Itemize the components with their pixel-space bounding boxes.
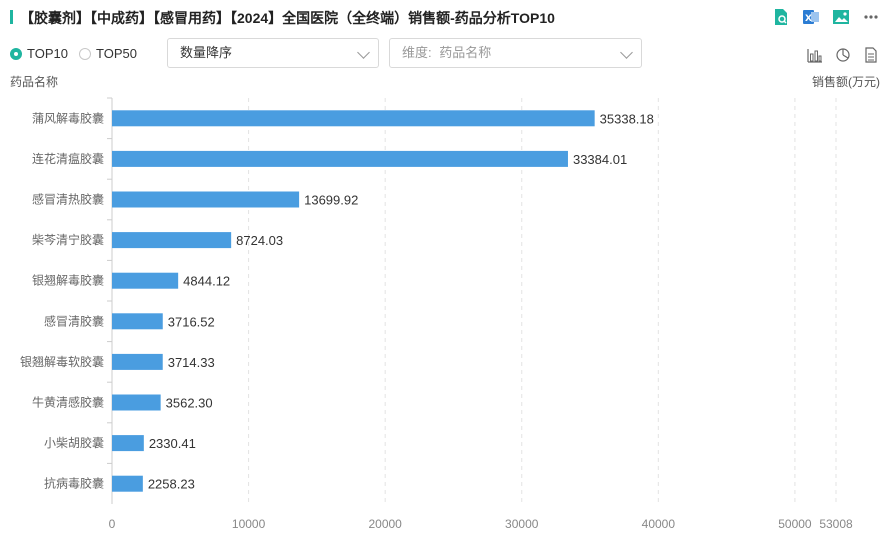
radio-top10[interactable]: TOP10 xyxy=(10,46,68,61)
bar xyxy=(112,150,568,167)
radio-dot-icon xyxy=(10,47,22,60)
sort-select[interactable]: 数量降序 xyxy=(167,38,379,68)
dimension-select[interactable]: 维度: 药品名称 xyxy=(389,38,642,68)
bar xyxy=(112,191,300,208)
bar-chart: 蒲风解毒胶囊 35338.18 连花清瘟胶囊 33384.01 感冒清热胶囊 13699.… xyxy=(20,97,853,531)
y-tick-label: 蒲风解毒胶囊 xyxy=(32,110,104,125)
chevron-down-icon xyxy=(620,46,633,59)
data-label: 2258.23 xyxy=(148,477,195,492)
controls-bar: TOP10 TOP50 数量降序 维度: 药品名称 xyxy=(0,38,890,70)
top-toolbar: X xyxy=(772,8,880,26)
y-tick-label: 银翘解毒软胶囊 xyxy=(20,354,104,369)
data-label: 13699.92 xyxy=(304,193,358,208)
chart-type-toolbar xyxy=(806,46,880,64)
radio-top10-label: TOP10 xyxy=(27,46,68,61)
radio-top50[interactable]: TOP50 xyxy=(79,46,137,61)
bar xyxy=(112,353,163,370)
bar xyxy=(112,475,143,492)
y-tick-label: 牛黄清感胶囊 xyxy=(32,395,104,410)
bar xyxy=(112,272,179,289)
data-label: 2330.41 xyxy=(149,436,196,451)
data-label: 3716.52 xyxy=(168,314,215,329)
bar xyxy=(112,435,144,452)
y-tick-label: 抗病毒胶囊 xyxy=(44,476,104,491)
bar xyxy=(112,232,232,249)
image-export-icon[interactable] xyxy=(832,8,850,26)
table-icon[interactable] xyxy=(862,46,880,64)
x-tick-label: 50000 xyxy=(778,517,812,531)
x-tick-label: 30000 xyxy=(505,517,539,531)
x-tick-label: 53008 xyxy=(819,517,853,531)
y-tick-label: 连花清瘟胶囊 xyxy=(32,151,104,166)
dimension-select-value: 药品名称 xyxy=(439,45,492,60)
bar xyxy=(112,313,163,330)
data-label: 4844.12 xyxy=(183,274,230,289)
x-tick-label: 40000 xyxy=(642,517,676,531)
data-label: 35338.18 xyxy=(600,111,654,126)
title-bar: 【胶囊剂】【中成药】【感冒用药】【2024】全国医院（全终端）销售额-药品分析T… xyxy=(0,0,890,34)
y-tick-label: 柴芩清宁胶囊 xyxy=(32,232,104,247)
excel-export-icon[interactable]: X xyxy=(802,8,820,26)
data-label: 8724.03 xyxy=(236,233,283,248)
data-label: 3562.30 xyxy=(166,396,213,411)
svg-text:X: X xyxy=(805,14,812,24)
data-label: 3714.33 xyxy=(168,355,215,370)
chevron-down-icon xyxy=(357,46,370,59)
x-tick-label: 0 xyxy=(109,517,116,531)
x-tick-label: 20000 xyxy=(368,517,402,531)
radio-top50-label: TOP50 xyxy=(96,46,137,61)
title-accent-bar xyxy=(10,10,13,24)
page-title: 【胶囊剂】【中成药】【感冒用药】【2024】全国医院（全终端）销售额-药品分析T… xyxy=(20,10,555,26)
bar-chart-icon[interactable] xyxy=(806,46,824,64)
y-axis-title: 药品名称 xyxy=(10,75,59,89)
x-axis-title: 销售额(万元) xyxy=(812,75,880,89)
radio-dot-icon xyxy=(79,47,91,60)
x-tick-label: 10000 xyxy=(232,517,266,531)
more-icon[interactable] xyxy=(862,8,880,26)
dimension-select-label: 维度: xyxy=(402,45,432,60)
y-tick-label: 感冒清胶囊 xyxy=(44,313,104,328)
sort-select-value: 数量降序 xyxy=(180,45,233,60)
y-tick-label: 银翘解毒胶囊 xyxy=(32,273,104,288)
y-tick-label: 感冒清热胶囊 xyxy=(32,192,104,207)
data-label: 33384.01 xyxy=(573,152,627,167)
y-tick-label: 小柴胡胶囊 xyxy=(44,435,104,450)
pie-chart-icon[interactable] xyxy=(834,46,852,64)
search-doc-icon[interactable] xyxy=(772,8,790,26)
bar xyxy=(112,110,595,127)
bar xyxy=(112,394,161,411)
